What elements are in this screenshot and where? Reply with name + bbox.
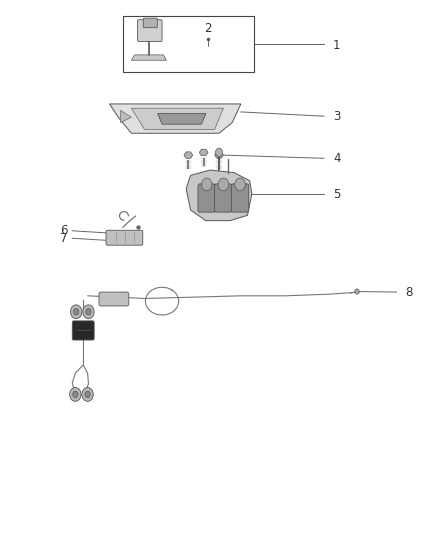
Circle shape [201, 178, 212, 191]
Circle shape [218, 178, 229, 191]
FancyBboxPatch shape [106, 230, 143, 245]
FancyBboxPatch shape [215, 184, 232, 212]
Circle shape [73, 391, 78, 398]
FancyBboxPatch shape [198, 184, 215, 212]
Circle shape [74, 309, 79, 315]
FancyBboxPatch shape [138, 20, 162, 42]
Text: 1: 1 [333, 39, 340, 52]
Text: 4: 4 [333, 152, 340, 165]
Circle shape [86, 309, 91, 315]
Text: 7: 7 [60, 232, 68, 245]
Polygon shape [158, 114, 206, 124]
Polygon shape [186, 170, 252, 221]
Polygon shape [215, 152, 223, 158]
Text: 2: 2 [204, 22, 212, 35]
Circle shape [82, 387, 93, 401]
Text: 8: 8 [405, 286, 413, 298]
Polygon shape [120, 110, 131, 123]
Circle shape [70, 387, 81, 401]
Text: 5: 5 [333, 188, 340, 200]
Circle shape [235, 178, 245, 191]
Polygon shape [131, 55, 166, 60]
Circle shape [355, 289, 359, 294]
Text: 3: 3 [333, 110, 340, 123]
Polygon shape [110, 104, 241, 133]
Circle shape [215, 148, 223, 157]
FancyBboxPatch shape [143, 18, 157, 28]
Circle shape [85, 391, 90, 398]
Polygon shape [199, 149, 208, 156]
Circle shape [71, 305, 82, 319]
Circle shape [83, 305, 94, 319]
Polygon shape [184, 152, 193, 158]
FancyBboxPatch shape [99, 292, 129, 306]
FancyBboxPatch shape [231, 184, 249, 212]
FancyBboxPatch shape [72, 321, 94, 340]
Bar [123, 16, 254, 72]
Text: 6: 6 [60, 224, 68, 237]
Polygon shape [131, 108, 223, 130]
